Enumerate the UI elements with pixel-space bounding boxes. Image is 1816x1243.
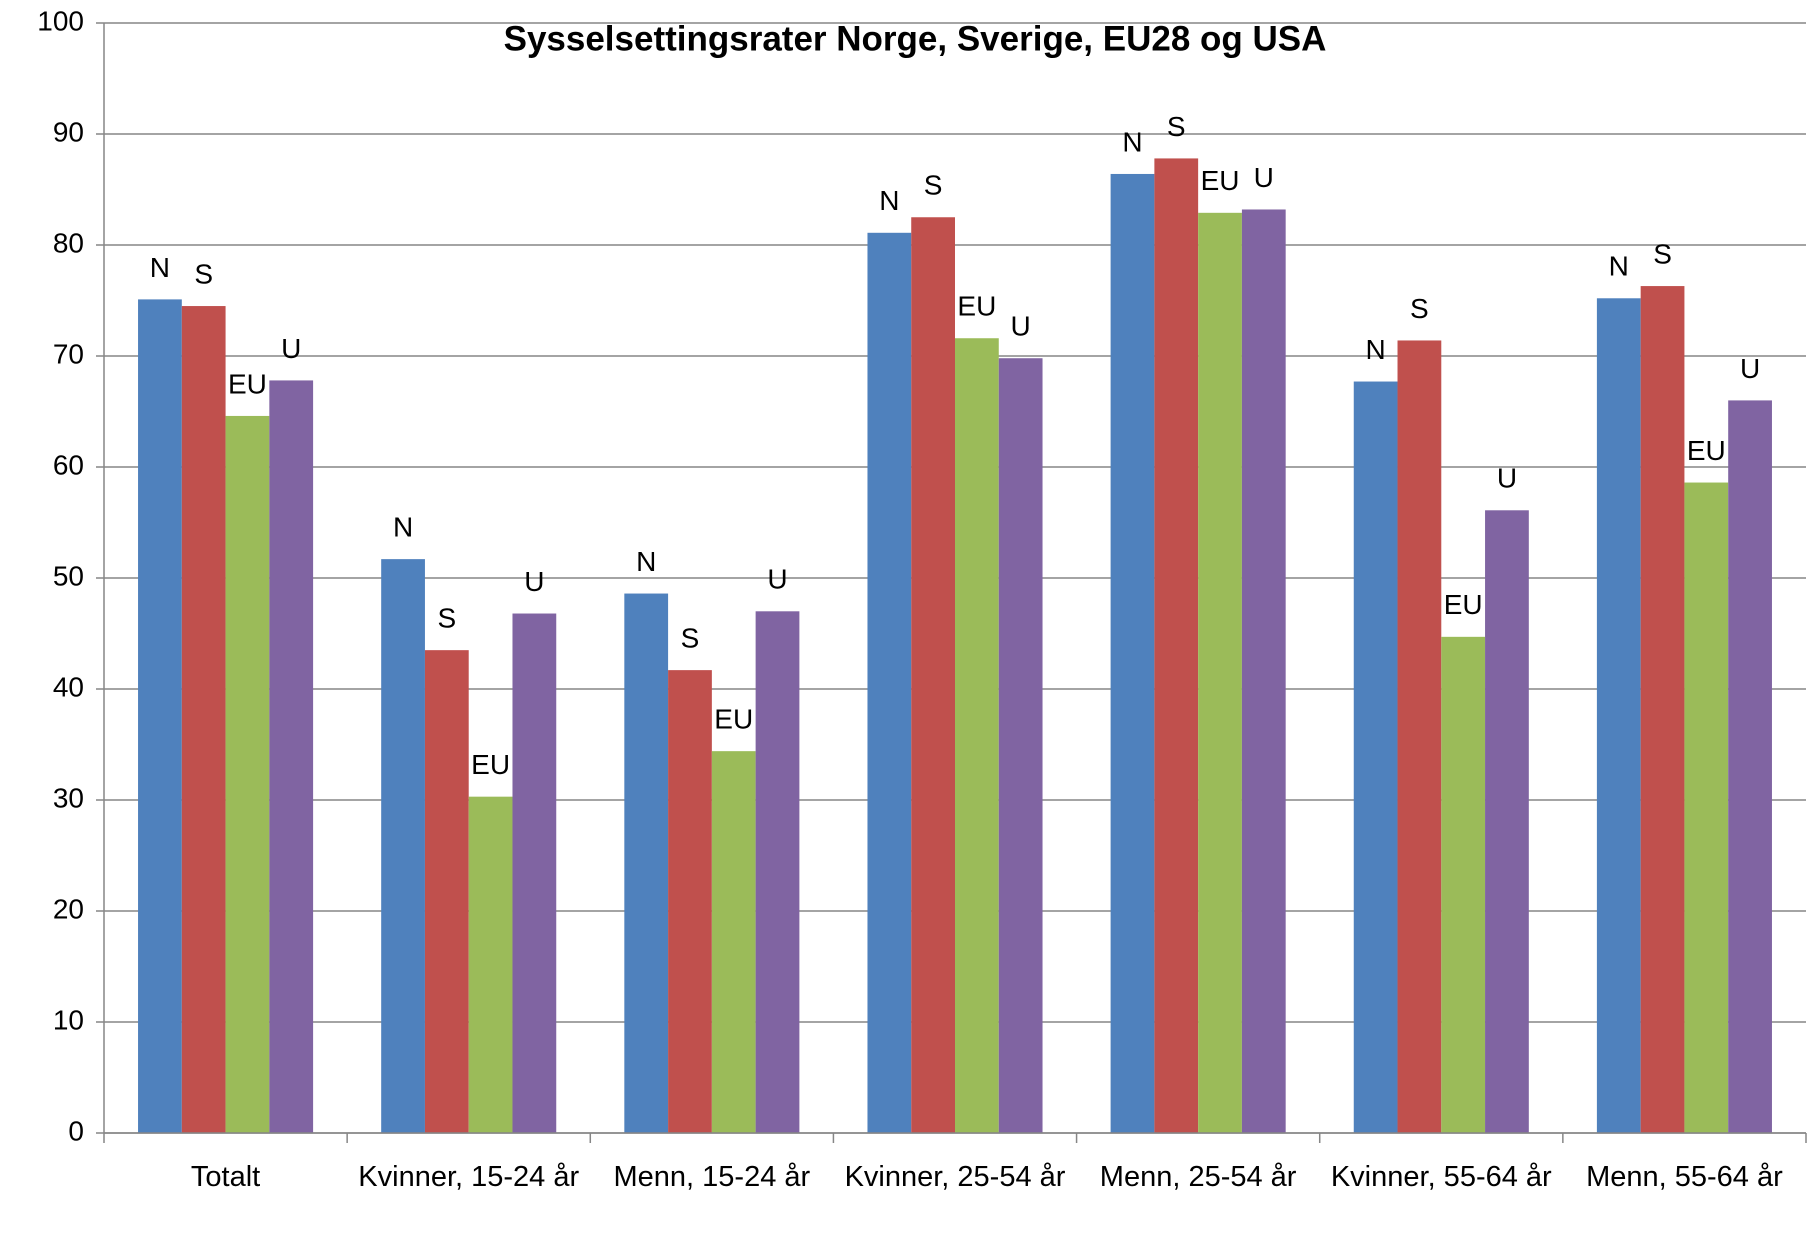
y-tick-label: 0 (68, 1115, 84, 1146)
bar (424, 650, 469, 1133)
bar (1441, 636, 1486, 1133)
y-tick-label: 100 (37, 5, 84, 36)
bar (181, 306, 226, 1133)
data-label: EU (714, 704, 753, 735)
data-label: EU (1687, 435, 1726, 466)
y-tick-label: 30 (53, 782, 84, 813)
bar (1154, 158, 1199, 1134)
x-tick-label: Menn, 25-54 år (1099, 1161, 1297, 1193)
data-label: EU (471, 749, 510, 780)
x-tick-label: Kvinner, 15-24 år (358, 1161, 580, 1193)
data-label: S (1167, 111, 1186, 142)
bar (225, 415, 270, 1133)
data-label: N (1122, 126, 1142, 157)
bar (867, 232, 912, 1134)
bar (1110, 173, 1155, 1133)
x-tick-label: Kvinner, 25-54 år (844, 1161, 1066, 1193)
data-label: S (194, 258, 213, 289)
bar (998, 358, 1043, 1134)
bar (1596, 298, 1641, 1133)
bar (911, 217, 955, 1133)
data-label: U (1011, 311, 1031, 342)
bar (381, 559, 425, 1133)
data-label: S (1653, 238, 1672, 269)
bar (1241, 209, 1286, 1134)
bar (624, 593, 669, 1133)
x-tick-label: Menn, 55-64 år (1586, 1161, 1783, 1193)
chart-title: Sysselsettingsrater Norge, Sverige, EU28… (504, 19, 1327, 58)
data-label: N (150, 252, 170, 283)
y-tick-label: 60 (53, 449, 84, 480)
bar (468, 796, 513, 1133)
y-tick-label: 80 (53, 227, 84, 258)
x-tick-label: Totalt (190, 1161, 261, 1193)
bar (1397, 340, 1442, 1134)
y-tick-label: 10 (53, 1004, 84, 1035)
data-label: EU (228, 368, 267, 399)
data-label: N (636, 546, 656, 577)
bar (269, 380, 314, 1133)
bar (1485, 510, 1529, 1133)
data-label: N (879, 185, 899, 216)
bar (1640, 286, 1685, 1133)
data-label: U (767, 564, 787, 595)
bar (711, 751, 756, 1133)
bar (512, 613, 557, 1133)
y-tick-label: 50 (53, 560, 84, 591)
data-label: N (1366, 334, 1386, 365)
bar (755, 611, 800, 1133)
data-label: U (524, 566, 544, 597)
data-label: S (681, 623, 700, 654)
y-tick-label: 20 (53, 893, 84, 924)
bar (955, 338, 999, 1133)
x-tick-label: Kvinner, 55-64 år (1330, 1161, 1552, 1193)
bar (1198, 212, 1242, 1133)
data-label: N (1609, 251, 1629, 282)
y-tick-label: 70 (53, 338, 84, 369)
bar (138, 299, 182, 1133)
data-label: U (1497, 463, 1517, 494)
bar (1684, 482, 1729, 1133)
bar (668, 670, 712, 1133)
data-label: U (281, 333, 301, 364)
bar (1728, 400, 1772, 1133)
data-label: U (1254, 162, 1274, 193)
y-tick-label: 90 (53, 116, 84, 147)
bar (1353, 381, 1398, 1133)
data-label: EU (1201, 165, 1240, 196)
data-label: S (924, 170, 943, 201)
x-tick-label: Menn, 15-24 år (613, 1161, 811, 1193)
data-label: S (437, 603, 456, 634)
data-label: U (1740, 353, 1760, 384)
data-label: N (393, 512, 413, 543)
data-label: EU (957, 291, 996, 322)
data-label: S (1410, 293, 1429, 324)
data-label: EU (1444, 589, 1483, 620)
y-tick-label: 40 (53, 671, 84, 702)
